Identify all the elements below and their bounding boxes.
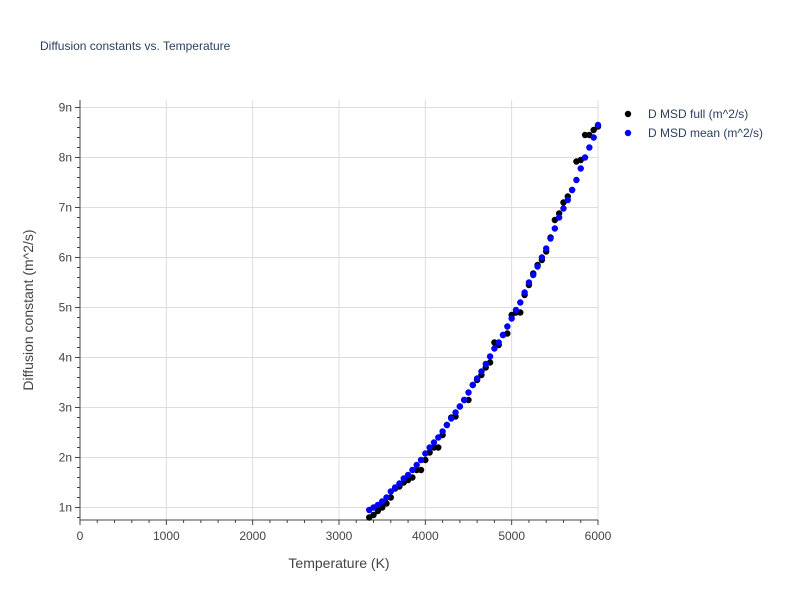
data-point[interactable] xyxy=(439,428,446,435)
y-axis-ticks: 1n 2n 3n 4n 5n 6n 7n 8n 9n xyxy=(59,101,80,518)
data-point[interactable] xyxy=(443,421,451,429)
data-point[interactable] xyxy=(590,126,597,134)
data-point[interactable] xyxy=(417,456,425,464)
data-point[interactable] xyxy=(590,134,597,141)
data-point[interactable] xyxy=(543,245,550,252)
chart-title: Diffusion constants vs. Temperature xyxy=(40,39,231,53)
data-point[interactable] xyxy=(469,381,477,389)
x-tick-label: 0 xyxy=(77,529,84,543)
data-point[interactable] xyxy=(504,323,511,330)
series-layer xyxy=(366,121,602,521)
legend-item-mean[interactable]: D MSD mean (m^2/s) xyxy=(624,126,763,140)
data-point[interactable] xyxy=(456,403,464,410)
y-tick-label: 4n xyxy=(59,351,72,365)
legend-label-mean: D MSD mean (m^2/s) xyxy=(648,126,763,140)
data-point[interactable] xyxy=(564,196,571,204)
y-tick-label: 9n xyxy=(59,101,72,115)
data-point[interactable] xyxy=(534,263,541,270)
data-point[interactable] xyxy=(478,368,485,375)
data-point[interactable] xyxy=(551,225,559,232)
data-point[interactable] xyxy=(417,466,425,474)
y-tick-label: 8n xyxy=(59,151,72,165)
legend: D MSD full (m^2/s) D MSD mean (m^2/s) xyxy=(624,107,763,140)
data-point[interactable] xyxy=(512,306,520,314)
data-point[interactable] xyxy=(560,205,567,212)
data-point[interactable] xyxy=(400,475,407,482)
data-point[interactable] xyxy=(374,507,382,515)
x-axis-ticks: 0 1000 2000 3000 4000 5000 6000 xyxy=(77,520,612,543)
data-point[interactable] xyxy=(568,186,576,194)
data-point[interactable] xyxy=(577,165,584,172)
data-point[interactable] xyxy=(547,235,554,242)
y-tick-label: 3n xyxy=(59,401,72,415)
data-point[interactable] xyxy=(448,415,455,422)
data-point[interactable] xyxy=(435,444,442,451)
data-point[interactable] xyxy=(486,353,494,360)
data-point[interactable] xyxy=(573,176,580,184)
data-point[interactable] xyxy=(473,375,481,382)
y-gridlines xyxy=(80,107,598,508)
x-tick-label: 3000 xyxy=(326,529,353,543)
data-point[interactable] xyxy=(430,439,438,446)
data-point[interactable] xyxy=(422,450,429,457)
data-point[interactable] xyxy=(370,511,377,519)
x-tick-label: 1000 xyxy=(153,529,180,543)
data-point[interactable] xyxy=(525,279,533,286)
data-point[interactable] xyxy=(383,494,390,501)
data-point[interactable] xyxy=(482,360,489,368)
data-point[interactable] xyxy=(396,480,403,487)
y-tick-label: 7n xyxy=(59,201,72,215)
data-point[interactable] xyxy=(404,471,412,479)
data-point[interactable] xyxy=(517,299,524,306)
y-tick-label: 6n xyxy=(59,251,72,265)
data-point[interactable] xyxy=(581,154,589,161)
y-tick-label: 1n xyxy=(59,501,72,515)
x-tick-label: 4000 xyxy=(412,529,439,543)
series-1 xyxy=(366,121,602,514)
data-point[interactable] xyxy=(465,389,472,396)
data-point[interactable] xyxy=(374,501,382,509)
legend-marker-full xyxy=(624,110,632,118)
data-point[interactable] xyxy=(452,409,459,416)
data-point[interactable] xyxy=(460,396,468,404)
data-point[interactable] xyxy=(491,345,498,352)
legend-label-full: D MSD full (m^2/s) xyxy=(648,107,748,121)
data-point[interactable] xyxy=(426,444,433,451)
x-tick-label: 5000 xyxy=(498,529,525,543)
data-point[interactable] xyxy=(538,254,546,261)
data-point[interactable] xyxy=(508,315,515,322)
y-tick-label: 5n xyxy=(59,301,72,315)
data-point[interactable] xyxy=(555,214,563,221)
x-tick-label: 2000 xyxy=(239,529,266,543)
x-tick-label: 6000 xyxy=(585,529,612,543)
y-tick-label: 2n xyxy=(59,451,72,465)
x-gridlines xyxy=(165,100,599,520)
data-point[interactable] xyxy=(387,488,394,495)
data-point[interactable] xyxy=(594,121,602,129)
data-point[interactable] xyxy=(435,434,442,441)
x-axis-title: Temperature (K) xyxy=(288,555,389,571)
data-point[interactable] xyxy=(530,271,537,279)
data-point[interactable] xyxy=(495,339,502,346)
data-point[interactable] xyxy=(378,498,386,505)
data-point[interactable] xyxy=(391,484,399,491)
legend-item-full[interactable]: D MSD full (m^2/s) xyxy=(624,107,749,121)
data-point[interactable] xyxy=(521,289,528,296)
data-point[interactable] xyxy=(499,331,507,339)
legend-marker-mean xyxy=(624,129,632,137)
data-point[interactable] xyxy=(586,144,593,151)
data-point[interactable] xyxy=(409,466,416,474)
y-axis-title: Diffusion constant (m^2/s) xyxy=(20,229,36,390)
data-point[interactable] xyxy=(413,461,420,469)
